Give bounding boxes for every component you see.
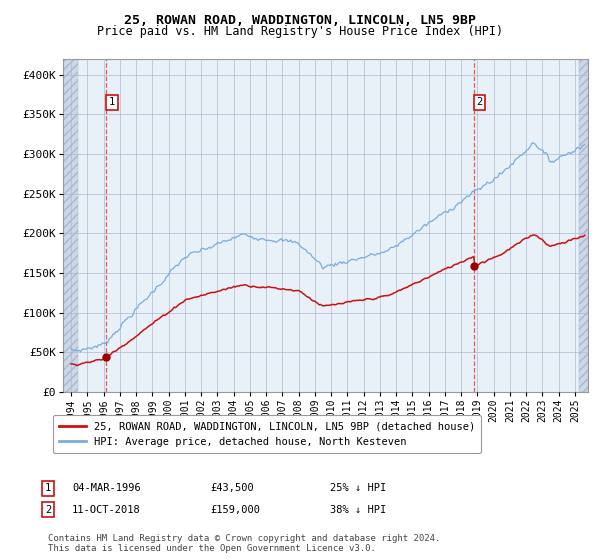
Text: 1: 1	[45, 483, 51, 493]
Text: 25, ROWAN ROAD, WADDINGTON, LINCOLN, LN5 9BP: 25, ROWAN ROAD, WADDINGTON, LINCOLN, LN5…	[124, 14, 476, 27]
Text: Price paid vs. HM Land Registry's House Price Index (HPI): Price paid vs. HM Land Registry's House …	[97, 25, 503, 38]
Bar	[63, 59, 78, 392]
Text: 38% ↓ HPI: 38% ↓ HPI	[330, 505, 386, 515]
Text: 04-MAR-1996: 04-MAR-1996	[72, 483, 141, 493]
Legend: 25, ROWAN ROAD, WADDINGTON, LINCOLN, LN5 9BP (detached house), HPI: Average pric: 25, ROWAN ROAD, WADDINGTON, LINCOLN, LN5…	[53, 415, 481, 453]
Text: 2: 2	[45, 505, 51, 515]
Text: 1: 1	[109, 97, 115, 108]
Bar	[63, 59, 78, 392]
Text: Contains HM Land Registry data © Crown copyright and database right 2024.
This d: Contains HM Land Registry data © Crown c…	[48, 534, 440, 553]
Text: 2: 2	[476, 97, 482, 108]
Text: 25% ↓ HPI: 25% ↓ HPI	[330, 483, 386, 493]
Bar	[579, 59, 588, 392]
Text: 11-OCT-2018: 11-OCT-2018	[72, 505, 141, 515]
Bar	[579, 59, 588, 392]
Text: £43,500: £43,500	[210, 483, 254, 493]
Text: £159,000: £159,000	[210, 505, 260, 515]
